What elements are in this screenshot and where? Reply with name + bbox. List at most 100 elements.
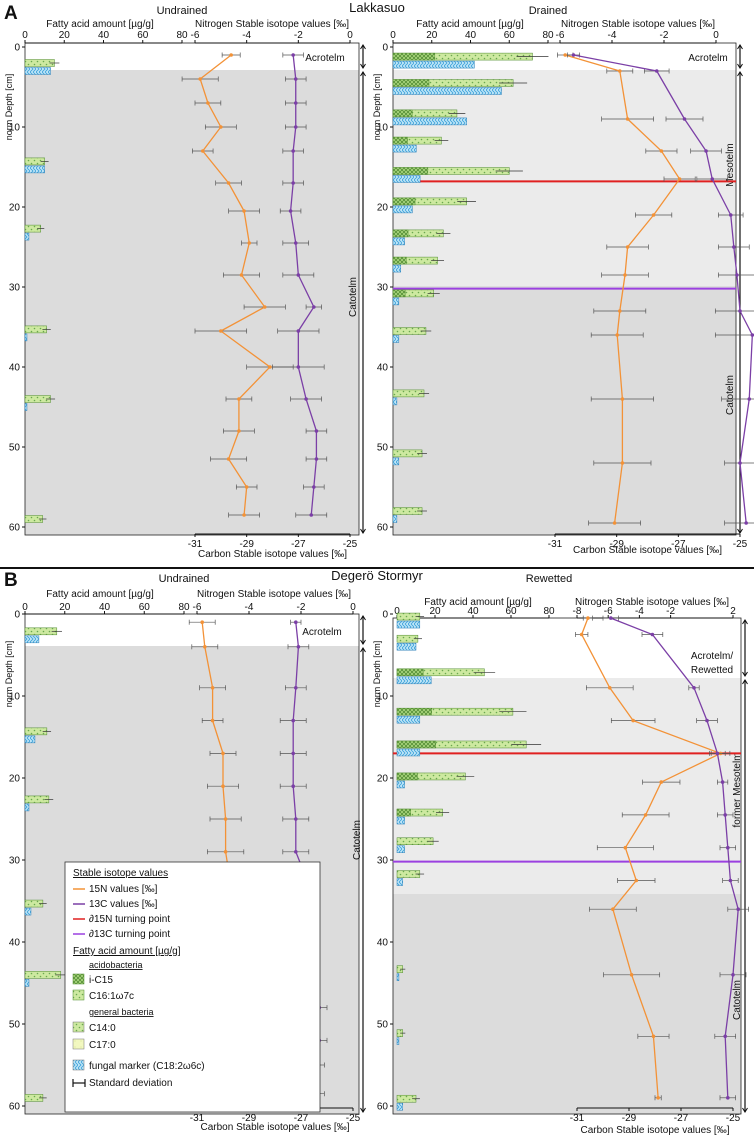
n15-point: [242, 513, 246, 517]
n15-point: [206, 101, 210, 105]
c13-point: [726, 1096, 730, 1100]
nitrogen-tick-label: -6: [193, 602, 202, 613]
depth-tick-label: 20: [9, 203, 21, 214]
n15-point: [579, 632, 584, 637]
fatty-acid-tick-label: 0: [390, 30, 396, 41]
n15-point: [618, 309, 622, 313]
n15-point: [620, 461, 625, 465]
c13-point: [731, 973, 735, 977]
fungal-bar: [396, 748, 421, 757]
legend-acidobacteria: acidobacteria: [89, 960, 143, 970]
n15-point: [200, 149, 205, 153]
depth-tick-label: 60: [9, 523, 21, 534]
nitrogen-axis-label: Nitrogen Stable isotope values [‰]: [197, 589, 351, 600]
fungal-bar: [396, 973, 400, 981]
nitrogen-tick-label: -8: [573, 606, 582, 617]
c13-point: [705, 718, 709, 723]
bracket-arrow: [742, 679, 748, 685]
bracket-arrow: [360, 63, 366, 69]
fungal-bar: [396, 1037, 400, 1045]
fungal-bar: [392, 175, 421, 183]
fatty-acid-axis-label: Fatty acid amount [µg/g]: [46, 19, 154, 30]
carbon-tick-label: -29: [239, 539, 254, 550]
legend-c16-swatch: [72, 989, 85, 1001]
c13-point: [571, 53, 576, 57]
condition-title: Undrained: [159, 573, 210, 585]
zone-label: Catotelm: [352, 820, 363, 860]
depth-tick-label: 60: [377, 523, 389, 534]
c13-point: [735, 273, 739, 277]
fungal-bar: [392, 457, 400, 466]
bracket-arrow: [737, 71, 743, 77]
carbon-tick-label: -25: [346, 1113, 361, 1124]
acidobacteria-bar: [396, 740, 436, 749]
nitrogen-axis-label: Nitrogen Stable isotope values [‰]: [561, 19, 715, 30]
condition-title: Rewetted: [526, 573, 572, 585]
legend-c16: C16:1ω7c: [89, 991, 134, 1002]
legend-c14-swatch: [72, 1021, 85, 1033]
c13-point: [728, 213, 733, 217]
nitrogen-tick-label: -2: [294, 30, 303, 41]
c13-point: [314, 429, 319, 433]
zone-label: Catotelm: [732, 980, 743, 1020]
n15-point: [210, 686, 215, 690]
fungal-bar: [24, 803, 30, 812]
bracket-arrow: [360, 528, 366, 534]
c13-point: [294, 817, 298, 821]
fungal-bar: [392, 397, 398, 406]
carbon-tick-label: -25: [726, 1113, 741, 1124]
fungal-bar: [396, 715, 421, 724]
fungal-bar: [392, 205, 413, 214]
acidobacteria-bar: [392, 136, 408, 145]
fatty-acid-tick-label: 20: [59, 30, 71, 41]
legend-ic15: i-C15: [89, 975, 113, 986]
c13-point: [291, 53, 295, 57]
fungal-bar: [396, 642, 417, 651]
c13-point: [312, 305, 316, 309]
acidobacteria-bar: [392, 52, 436, 61]
depth-tick-label: 30: [9, 856, 21, 867]
fatty-acid-axis-label: Fatty acid amount [µg/g]: [46, 589, 154, 600]
fatty-acid-tick-label: 80: [542, 30, 554, 41]
c13-point: [296, 273, 301, 277]
carbon-axis-label: Carbon Stable isotope values [‰]: [581, 1125, 730, 1136]
depth-tick-label: 0: [382, 43, 388, 54]
fatty-acid-axis-label: Fatty acid amount [µg/g]: [424, 597, 532, 608]
c13-point: [692, 686, 696, 690]
depth-axis-label: norm Depth [cm]: [4, 74, 14, 141]
fatty-acid-tick-label: 40: [465, 30, 477, 41]
n15-point: [629, 973, 634, 977]
nitrogen-tick-label: -2: [660, 30, 669, 41]
nitrogen-tick-label: -4: [635, 606, 644, 617]
catotelm-background: [25, 70, 359, 535]
depth-tick-label: 60: [377, 1102, 389, 1113]
mesotelm-background: [393, 70, 736, 286]
depth-axis-label: norm Depth [cm]: [372, 641, 382, 708]
c13-point: [715, 751, 720, 756]
fungal-bar: [392, 87, 502, 95]
legend-n-turning: ∂15N turning point: [89, 914, 170, 925]
carbon-tick-label: -25: [733, 539, 748, 550]
n15-point: [229, 53, 233, 57]
c13-point: [723, 1034, 727, 1039]
depth-tick-label: 0: [382, 610, 388, 621]
c13-point: [723, 813, 727, 817]
c13-point: [294, 850, 298, 854]
legend-title-fatty-acid: Fatty acid amount [µg/g]: [73, 946, 181, 957]
n15-point: [221, 784, 225, 788]
depth-tick-label: 10: [377, 692, 389, 703]
fatty-acid-tick-label: 20: [59, 602, 71, 613]
fungal-bar: [24, 67, 51, 75]
c13-point: [291, 181, 295, 185]
depth-tick-label: 40: [9, 938, 21, 949]
n15-point: [203, 645, 207, 649]
depth-tick-label: 20: [377, 203, 389, 214]
n15-point: [563, 53, 567, 57]
plot-frame: [24, 42, 360, 536]
condition-title: Undrained: [157, 5, 208, 17]
legend-title-isotope: Stable isotope values: [73, 868, 168, 879]
fungal-bar: [392, 60, 475, 69]
panel-letter-a: A: [4, 3, 18, 24]
c13-point: [314, 457, 319, 461]
